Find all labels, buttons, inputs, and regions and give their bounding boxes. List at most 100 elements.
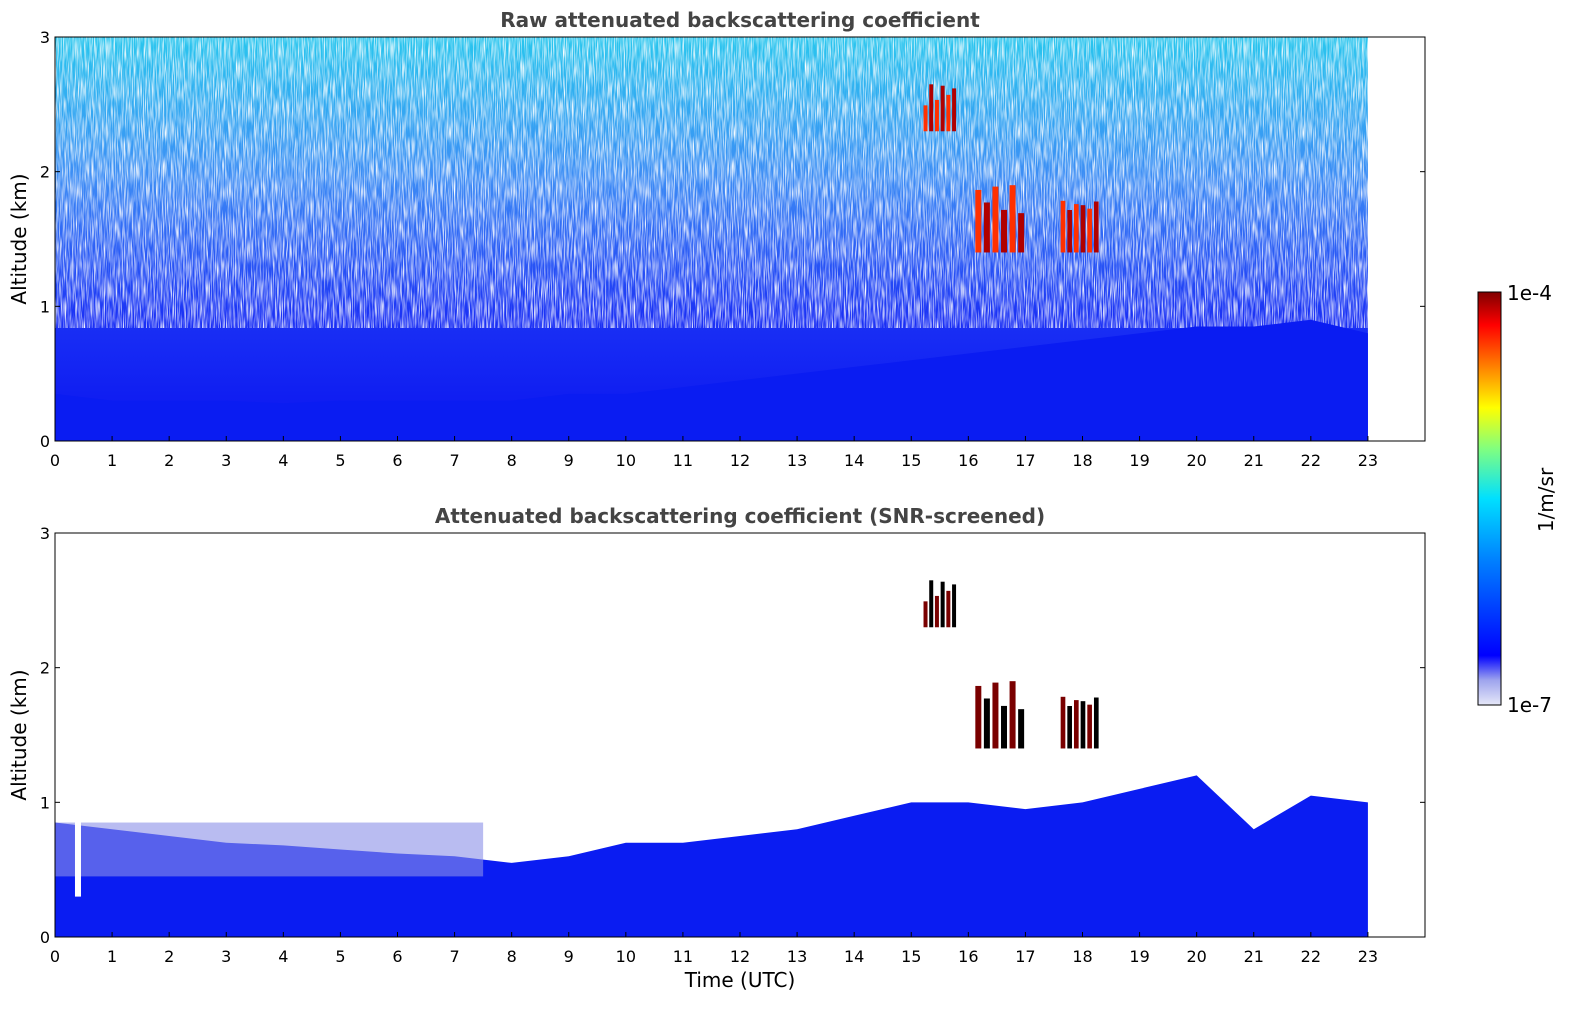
cloud-mark <box>1001 209 1008 253</box>
cloud-mark <box>975 685 982 749</box>
x-tick-label: 20 <box>1186 947 1206 966</box>
x-tick-label: 12 <box>730 451 750 470</box>
cloud-mark <box>1080 701 1086 749</box>
cloud-mark <box>983 202 990 253</box>
cloud-mark <box>946 590 951 628</box>
x-tick-label: 19 <box>1129 451 1149 470</box>
cloud-mark <box>1018 213 1025 253</box>
x-tick-label: 8 <box>507 947 517 966</box>
x-tick-label: 9 <box>564 451 574 470</box>
x-tick-label: 20 <box>1186 451 1206 470</box>
panel2-plot-area <box>55 580 1368 937</box>
y-tick-label: 0 <box>40 928 50 947</box>
cloud-mark <box>992 682 999 749</box>
x-tick-label: 8 <box>507 451 517 470</box>
cloud-mark <box>934 99 939 132</box>
panel1-plot-area <box>55 37 1368 441</box>
x-tick-label: 16 <box>958 451 978 470</box>
x-tick-label: 14 <box>844 947 864 966</box>
data-gap <box>74 809 81 897</box>
cloud-mark <box>1009 681 1016 749</box>
cloud-mark <box>1087 208 1092 253</box>
cloud-mark <box>1093 201 1099 253</box>
y-tick-label: 1 <box>40 297 50 316</box>
aerosol-boundary-layer <box>55 319 1368 441</box>
x-tick-label: 6 <box>392 947 402 966</box>
x-tick-label: 15 <box>901 947 921 966</box>
x-tick-label: 1 <box>107 947 117 966</box>
panel2-ylabel: Altitude (km) <box>7 669 31 800</box>
colorbar-unit-label: 1/m/sr <box>1534 467 1558 532</box>
x-tick-label: 13 <box>787 451 807 470</box>
y-tick-label: 1 <box>40 793 50 812</box>
cloud-mark <box>983 698 990 749</box>
x-tick-label: 5 <box>335 451 345 470</box>
cloud-mark <box>934 595 939 628</box>
x-tick-label: 23 <box>1358 947 1378 966</box>
x-tick-label: 11 <box>673 451 693 470</box>
cloud-mark <box>1067 209 1072 253</box>
y-tick-label: 2 <box>40 659 50 678</box>
x-tick-label: 2 <box>164 947 174 966</box>
x-tick-label: 7 <box>449 947 459 966</box>
cloud-mark <box>1087 704 1092 749</box>
panel1-y-ticks: 0 1 2 3 <box>40 28 1425 451</box>
cloud-mark <box>940 581 945 628</box>
colorbar <box>1477 291 1502 706</box>
x-tick-label: 11 <box>673 947 693 966</box>
panel2-xlabel: Time (UTC) <box>684 968 796 992</box>
panel2-title: Attenuated backscattering coefficient (S… <box>435 504 1045 528</box>
x-tick-label: 3 <box>221 947 231 966</box>
y-tick-label: 3 <box>40 28 50 47</box>
cloud-mark <box>1067 705 1072 749</box>
x-tick-label: 14 <box>844 451 864 470</box>
x-tick-label: 16 <box>958 947 978 966</box>
x-tick-label: 4 <box>278 451 288 470</box>
y-tick-label: 0 <box>40 432 50 451</box>
cloud-mark <box>1073 700 1079 749</box>
x-tick-label: 15 <box>901 451 921 470</box>
cloud-mark <box>1018 709 1025 749</box>
cloud-mark <box>923 105 928 132</box>
y-tick-label: 2 <box>40 163 50 182</box>
screened-aerosol-layer <box>55 775 1368 937</box>
x-tick-label: 17 <box>1015 947 1035 966</box>
colorbar-min-label: 1e-7 <box>1507 693 1552 717</box>
panel1-x-ticks: 0 1 2 3 4 5 6 7 8 9 10 11 12 13 14 15 16 17 18 19 20 21 22 23 <box>50 436 1378 470</box>
y-tick-label: 3 <box>40 524 50 543</box>
residual-layer-band <box>55 822 484 877</box>
x-tick-label: 10 <box>616 947 636 966</box>
cloud-mark <box>1009 185 1016 253</box>
x-tick-label: 19 <box>1129 947 1149 966</box>
x-tick-label: 1 <box>107 451 117 470</box>
cloud-mark <box>929 84 934 132</box>
x-tick-label: 10 <box>616 451 636 470</box>
x-tick-label: 22 <box>1301 947 1321 966</box>
x-tick-label: 6 <box>392 451 402 470</box>
x-tick-label: 3 <box>221 451 231 470</box>
cloud-mark <box>1080 205 1086 253</box>
cloud-mark <box>1001 705 1008 749</box>
cloud-mark <box>1060 696 1066 749</box>
cloud-mark <box>952 584 957 628</box>
x-tick-label: 9 <box>564 947 574 966</box>
x-tick-label: 0 <box>50 451 60 470</box>
panel1-ylabel: Altitude (km) <box>7 173 31 304</box>
x-tick-label: 5 <box>335 947 345 966</box>
x-tick-label: 4 <box>278 947 288 966</box>
cloud-mark <box>1093 697 1099 749</box>
raw-noise-overlay <box>55 37 1368 328</box>
panel2-x-ticks: 0 1 2 3 4 5 6 7 8 9 10 11 12 13 14 15 16 17 18 19 20 21 22 23 <box>50 932 1378 966</box>
cloud-mark <box>940 85 945 132</box>
panel2-y-ticks: 0 1 2 3 <box>40 524 1425 947</box>
panel1-title: Raw attenuated backscattering coefficien… <box>500 8 980 32</box>
cloud-mark <box>1073 204 1079 253</box>
x-tick-label: 0 <box>50 947 60 966</box>
x-tick-label: 21 <box>1244 451 1264 470</box>
x-tick-label: 18 <box>1072 451 1092 470</box>
cloud-mark <box>923 601 928 628</box>
x-tick-label: 12 <box>730 947 750 966</box>
colorbar-max-label: 1e-4 <box>1507 281 1552 305</box>
cloud-mark <box>992 186 999 253</box>
